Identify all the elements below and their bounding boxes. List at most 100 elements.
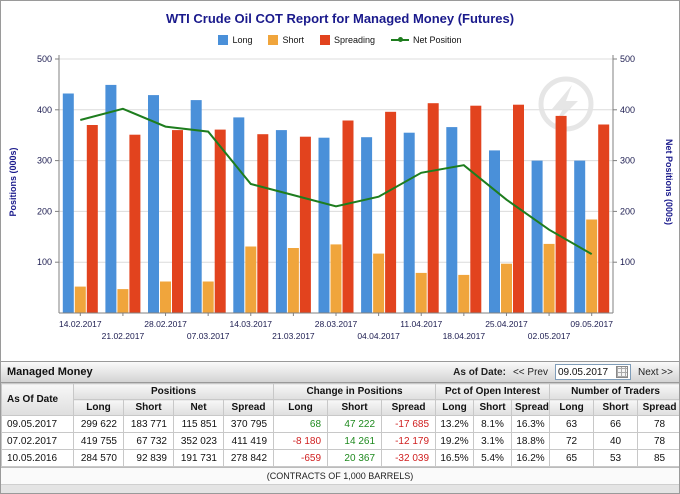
positions-cell: 370 795	[222, 415, 275, 433]
col-header-long: Long	[435, 399, 475, 416]
positions-cell: 411 419	[222, 432, 275, 450]
bar-spreading	[257, 134, 269, 313]
legend-line-dot	[398, 37, 404, 42]
pct-open-interest-cell: 16.2%	[511, 449, 551, 467]
positions-cell: 115 851	[173, 415, 224, 433]
bottom-strip	[1, 484, 679, 493]
pct-open-interest-cell: 16.5%	[435, 449, 475, 467]
bar-spreading	[86, 125, 98, 313]
as-of-date-cell: 10.05.2016	[1, 449, 74, 467]
bar-spreading	[172, 130, 183, 313]
bar-short	[543, 243, 555, 313]
bar-long	[446, 127, 458, 313]
col-header-spread: Spread	[637, 399, 679, 416]
bar-spreading	[342, 120, 354, 313]
x-tick-label: 14.03.2017	[229, 319, 272, 329]
change-cell: -17 685	[381, 415, 437, 433]
traders-cell: 78	[637, 432, 679, 450]
traders-cell: 63	[549, 415, 595, 433]
change-cell: 20 367	[327, 449, 383, 467]
table-title: Managed Money	[7, 366, 93, 378]
x-tick-label: 07.03.2017	[187, 331, 230, 341]
chart-area: Positions (000s) 100 100 200 200 300 300 400 40…	[1, 49, 679, 361]
traders-cell: 65	[549, 449, 595, 467]
y-tick-label-right: 100	[620, 257, 635, 267]
calendar-icon[interactable]	[615, 366, 628, 378]
col-header-long: Long	[549, 399, 595, 416]
y-tick-label-right: 500	[620, 54, 635, 64]
chart-section: WTI Crude Oil COT Report for Managed Mon…	[1, 1, 679, 361]
col-header-short: Short	[593, 399, 639, 416]
positions-cell: 419 755	[73, 432, 124, 450]
legend-color-swatch	[218, 35, 229, 45]
chart-legend: Long Short Spreading Net Position	[1, 33, 679, 47]
positions-cell: 191 731	[173, 449, 224, 467]
y-tick-label-left: 500	[37, 54, 52, 64]
table-row: 10.05.2016 284 570 92 839 191 731 278 842 -65…	[1, 449, 679, 467]
date-picker[interactable]	[554, 364, 631, 380]
y-axis-right-title: Net Positions (000s)	[664, 138, 674, 226]
x-tick-label: 21.03.2017	[272, 331, 315, 341]
change-cell: -12 179	[381, 432, 437, 450]
change-cell: -32 039	[381, 449, 437, 467]
col-group-change-in-positions: Change in Positions	[273, 383, 437, 400]
table-row: 07.02.2017 419 755 67 732 352 023 411 419 -8 …	[1, 432, 679, 450]
net-position-line	[80, 107, 593, 255]
table-footnote: (CONTRACTS OF 1,000 BARRELS)	[1, 467, 679, 484]
traders-cell: 78	[637, 415, 679, 433]
bar-short	[586, 219, 598, 313]
col-group-pct-open-interest: Pct of Open Interest	[435, 383, 551, 400]
bar-long	[574, 160, 586, 313]
y-tick-label-left: 300	[37, 156, 52, 166]
traders-cell: 53	[593, 449, 639, 467]
col-header-net: Net	[173, 399, 224, 416]
positions-cell: 352 023	[173, 432, 224, 450]
legend-item-long: Long	[218, 35, 252, 45]
x-tick-label: 02.05.2017	[528, 331, 571, 341]
legend-label: Net Position	[413, 35, 462, 45]
col-header-short: Short	[123, 399, 174, 416]
x-tick-label: 09.05.2017	[570, 319, 613, 329]
x-tick-label: 18.04.2017	[443, 331, 486, 341]
bar-spreading	[555, 115, 567, 314]
change-cell: 47 222	[327, 415, 383, 433]
col-header-as-of-date: As Of Date	[1, 383, 74, 416]
pct-open-interest-cell: 5.4%	[473, 449, 513, 467]
traders-cell: 85	[637, 449, 679, 467]
col-group-number-of-traders: Number of Traders	[549, 383, 679, 400]
pct-open-interest-cell: 16.3%	[511, 415, 551, 433]
change-cell: 14 261	[327, 432, 383, 450]
pct-open-interest-cell: 3.1%	[473, 432, 513, 450]
legend-color-swatch	[268, 35, 279, 45]
positions-cell: 284 570	[73, 449, 124, 467]
change-cell: -659	[273, 449, 329, 467]
col-header-short: Short	[473, 399, 513, 416]
col-group-positions: Positions	[72, 383, 275, 400]
positions-cell: 299 622	[73, 415, 124, 433]
x-tick-label: 28.02.2017	[144, 319, 187, 329]
bar-short	[415, 272, 427, 313]
legend-item-net-position: Net Position	[391, 35, 462, 45]
pct-open-interest-cell: 19.2%	[435, 432, 475, 450]
positions-cell: 67 732	[123, 432, 174, 450]
table-row: 09.05.2017 299 622 183 771 115 851 370 795 68…	[1, 415, 679, 433]
change-cell: 68	[273, 415, 329, 433]
y-tick-label-left: 100	[37, 257, 52, 267]
bar-long	[62, 93, 74, 313]
as-of-date-input[interactable]	[557, 365, 614, 379]
prev-button[interactable]: << Prev	[512, 366, 548, 378]
next-button[interactable]: Next >>	[637, 366, 673, 378]
bar-long	[531, 160, 543, 313]
col-header-long: Long	[273, 399, 329, 416]
bar-spreading	[427, 103, 439, 313]
legend-color-swatch	[319, 35, 330, 45]
x-tick-label: 14.02.2017	[59, 319, 102, 329]
pct-open-interest-cell: 8.1%	[473, 415, 513, 433]
legend-item-spreading: Spreading	[319, 35, 375, 45]
bar-short	[245, 246, 257, 313]
bar-short	[202, 281, 214, 313]
cot-chart: 100 100 200 200 300 300 400 400 500 500 14.02.2017…	[37, 54, 635, 341]
y-tick-label-left: 200	[37, 206, 52, 216]
bar-long	[361, 137, 373, 313]
